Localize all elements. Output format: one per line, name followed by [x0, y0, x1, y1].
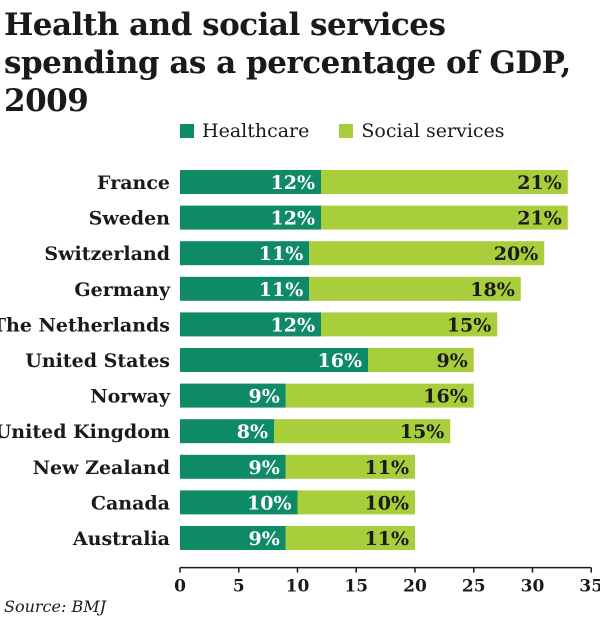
category-label-united-kingdom: United Kingdom — [0, 421, 170, 443]
x-tick-label-0: 0 — [174, 577, 186, 597]
value-label-healthcare-switzerland: 11% — [259, 243, 304, 265]
value-label-social-services-canada: 10% — [365, 492, 410, 514]
bar-healthcare-sweden — [180, 205, 321, 230]
category-label-canada: Canada — [91, 492, 170, 514]
x-tick-label-20: 20 — [403, 577, 427, 597]
value-label-healthcare-france: 12% — [271, 172, 316, 194]
bar-social-services-germany — [309, 276, 521, 301]
bar-healthcare-new-zealand — [180, 454, 286, 479]
x-tick-label-10: 10 — [286, 577, 310, 597]
legend-swatch-healthcare — [180, 124, 194, 138]
chart-title: Health and social services spending as a… — [4, 7, 571, 119]
value-label-social-services-united-states: 9% — [436, 350, 467, 372]
bar-social-services-sweden — [321, 205, 568, 230]
value-label-social-services-germany: 18% — [470, 279, 515, 301]
category-label-germany: Germany — [74, 279, 171, 301]
value-label-social-services-france: 21% — [517, 172, 562, 194]
bar-healthcare-united-states — [180, 348, 368, 372]
bar-healthcare-the-netherlands — [180, 312, 321, 337]
value-label-healthcare-canada: 10% — [247, 492, 292, 514]
value-label-healthcare-united-kingdom: 8% — [237, 421, 268, 443]
bar-social-services-united-kingdom — [274, 419, 451, 444]
value-label-social-services-united-kingdom: 15% — [400, 421, 445, 443]
legend-item-healthcare: Healthcare — [180, 120, 309, 142]
category-label-the-netherlands: The Netherlands — [0, 314, 170, 336]
x-tick-label-30: 30 — [521, 577, 545, 597]
value-label-social-services-sweden: 21% — [517, 208, 562, 230]
category-label-switzerland: Switzerland — [44, 243, 170, 265]
x-tick-label-25: 25 — [462, 577, 486, 597]
value-label-healthcare-the-netherlands: 12% — [271, 314, 316, 336]
value-label-healthcare-new-zealand: 9% — [248, 457, 279, 479]
source-note: Source: BMJ — [4, 597, 107, 616]
x-tick-label-35: 35 — [579, 577, 600, 597]
legend-label-social-services: Social services — [361, 120, 505, 142]
value-label-social-services-the-netherlands: 15% — [447, 314, 492, 336]
value-label-social-services-new-zealand: 11% — [365, 457, 410, 479]
bar-social-services-australia — [285, 526, 415, 550]
bar-healthcare-australia — [180, 526, 286, 550]
bar-social-services-canada — [297, 490, 415, 515]
value-label-social-services-switzerland: 20% — [494, 243, 539, 265]
value-label-social-services-australia: 11% — [365, 528, 410, 550]
value-label-healthcare-germany: 11% — [259, 279, 304, 301]
bar-social-services-united-states — [368, 348, 474, 372]
bar-social-services-norway — [285, 383, 474, 408]
bar-social-services-the-netherlands — [321, 312, 498, 337]
value-label-social-services-norway: 16% — [423, 386, 468, 408]
bar-social-services-new-zealand — [285, 454, 415, 479]
legend-swatch-social-services — [339, 124, 354, 138]
value-label-healthcare-norway: 9% — [248, 386, 279, 408]
bar-healthcare-germany — [180, 276, 310, 301]
x-tick-label-15: 15 — [344, 577, 368, 597]
category-label-australia: Australia — [72, 528, 170, 550]
category-label-new-zealand: New Zealand — [33, 457, 170, 479]
category-label-norway: Norway — [90, 386, 171, 408]
legend-item-social-services: Social services — [339, 120, 505, 142]
bar-healthcare-france — [180, 170, 321, 194]
x-tick-label-5: 5 — [233, 577, 245, 597]
value-label-healthcare-united-states: 16% — [318, 350, 363, 372]
bar-healthcare-norway — [180, 383, 286, 408]
bar-social-services-france — [321, 170, 568, 194]
category-label-sweden: Sweden — [89, 208, 171, 230]
value-label-healthcare-australia: 9% — [248, 528, 279, 550]
bar-healthcare-canada — [180, 490, 298, 515]
bar-healthcare-united-kingdom — [180, 419, 274, 444]
legend-label-healthcare: Healthcare — [202, 120, 310, 142]
bar-healthcare-switzerland — [180, 241, 310, 266]
bar-social-services-switzerland — [309, 241, 545, 266]
category-label-united-states: United States — [25, 350, 170, 372]
value-label-healthcare-sweden: 12% — [271, 208, 316, 230]
legend: Healthcare Social services — [180, 120, 535, 142]
category-label-france: France — [97, 172, 170, 194]
